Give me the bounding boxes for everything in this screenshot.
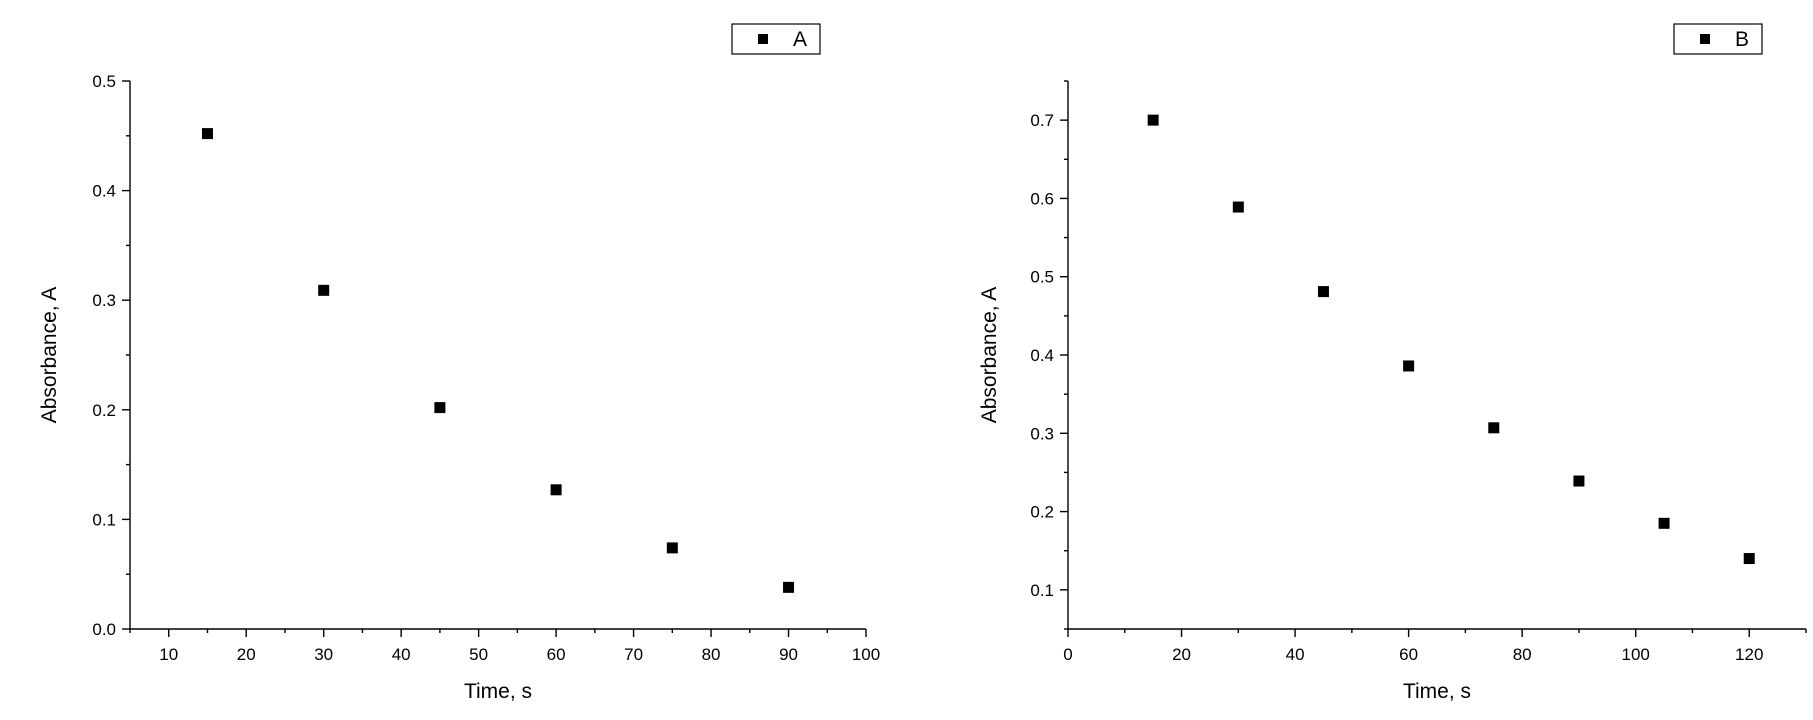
data-point-a: [550, 484, 562, 496]
y-tick-label: 0.0: [92, 620, 116, 639]
y-tick-label: 0.5: [92, 72, 116, 91]
x-tick-label: 20: [1172, 645, 1191, 664]
y-tick-label: 0.3: [92, 291, 116, 310]
data-point-a: [318, 284, 330, 296]
data-point-b: [1488, 422, 1500, 434]
x-tick-label: 80: [702, 645, 721, 664]
x-tick-label: 50: [469, 645, 488, 664]
x-tick-label: 0: [1063, 645, 1072, 664]
data-point-b: [1232, 201, 1244, 213]
x-tick-label: 100: [852, 645, 880, 664]
y-tick-label: 0.2: [1030, 503, 1054, 522]
x-axis-title: Time, s: [464, 680, 532, 703]
x-tick-label: 80: [1513, 645, 1532, 664]
data-point-b: [1743, 553, 1755, 565]
data-point-b: [1147, 114, 1159, 126]
data-point-a: [666, 542, 678, 554]
chart-panel-left: 10 20 30 40 50 60 70 80 90 100 0.0 0.1 0.2 0.3 0.4 0.5 T…: [38, 23, 880, 703]
legend-right: B: [1673, 23, 1763, 55]
data-point-a: [201, 128, 213, 140]
y-tick-label: 0.2: [92, 401, 116, 420]
data-point-b: [1573, 475, 1585, 487]
y-tick-label: 0.1: [1030, 581, 1054, 600]
y-tick-label: 0.7: [1030, 111, 1054, 130]
y-axis-title: Absorbance, A: [978, 287, 1001, 424]
data-point-b: [1658, 517, 1670, 529]
x-tick-label: 100: [1622, 645, 1650, 664]
x-tick-label: 70: [624, 645, 643, 664]
y-tick-label: 0.6: [1030, 189, 1054, 208]
y-tick-label: 0.4: [1030, 346, 1054, 365]
data-point-a: [783, 581, 795, 593]
y-axis-title: Absorbance, A: [38, 287, 61, 424]
x-tick-label: 120: [1735, 645, 1763, 664]
legend-label: B: [1735, 28, 1749, 51]
legend-label: A: [793, 28, 807, 51]
legend-left: A: [731, 23, 821, 55]
legend-marker-a: [758, 34, 768, 44]
legend-box: [1673, 23, 1763, 55]
x-tick-label: 10: [159, 645, 178, 664]
chart-panel-right: 0 20 40 60 80 100 120 0.1 0.2 0.3 0.4 0.5 0.6 0.7 Time…: [978, 23, 1807, 703]
y-tick-label: 0.3: [1030, 424, 1054, 443]
data-point-b: [1403, 360, 1415, 372]
x-tick-label: 90: [779, 645, 798, 664]
x-tick-label: 60: [547, 645, 566, 664]
x-tick-label: 30: [314, 645, 333, 664]
legend-marker-b: [1700, 34, 1710, 44]
x-axis-title: Time, s: [1403, 680, 1471, 703]
data-point-a: [434, 402, 446, 414]
x-tick-label: 40: [1286, 645, 1305, 664]
data-point-b: [1317, 286, 1329, 298]
y-tick-label: 0.4: [92, 182, 116, 201]
x-tick-label: 40: [392, 645, 411, 664]
x-tick-label: 60: [1399, 645, 1418, 664]
y-tick-label: 0.5: [1030, 268, 1054, 287]
x-tick-label: 20: [237, 645, 256, 664]
legend-box: [731, 23, 821, 55]
y-tick-label: 0.1: [92, 510, 116, 529]
